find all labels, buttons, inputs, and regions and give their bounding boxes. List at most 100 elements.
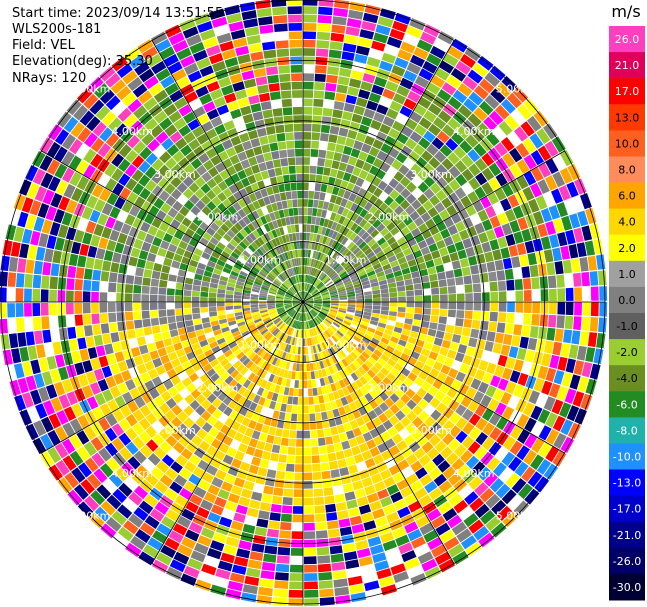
velocity-gate — [251, 311, 260, 316]
velocity-gate — [271, 0, 287, 7]
velocity-gate — [329, 460, 339, 470]
velocity-gate — [317, 15, 332, 24]
velocity-gate — [305, 302, 314, 306]
velocity-gate — [322, 306, 330, 309]
velocity-gate — [76, 175, 90, 191]
velocity-gate — [332, 570, 347, 580]
velocity-gate — [132, 436, 145, 450]
velocity-gate — [312, 319, 317, 327]
velocity-gate — [507, 131, 522, 147]
velocity-gate — [311, 123, 321, 133]
velocity-gate — [237, 53, 251, 65]
velocity-gate — [418, 68, 434, 81]
velocity-gate — [32, 303, 41, 317]
velocity-gate — [453, 268, 463, 278]
velocity-gate — [295, 346, 299, 355]
velocity-gate — [138, 551, 155, 566]
velocity-gate — [364, 201, 373, 212]
velocity-gate — [320, 288, 328, 293]
velocity-gate — [306, 284, 310, 292]
velocity-gate — [463, 98, 478, 113]
velocity-gate — [228, 21, 244, 32]
velocity-gate — [323, 340, 330, 349]
velocity-gate — [212, 409, 223, 420]
velocity-gate — [136, 363, 147, 375]
velocity-gate — [233, 302, 242, 306]
velocity-gate — [135, 529, 151, 544]
velocity-gate — [491, 499, 507, 515]
velocity-gate — [242, 310, 251, 315]
velocity-gate — [105, 132, 120, 147]
velocity-gate — [556, 274, 565, 288]
velocity-gate — [393, 171, 405, 182]
velocity-gate — [286, 140, 295, 149]
velocity-gate — [217, 310, 226, 316]
velocity-gate — [279, 192, 287, 201]
velocity-gate — [145, 412, 158, 425]
velocity-gate — [346, 499, 358, 510]
velocity-gate — [292, 267, 296, 276]
velocity-gate — [442, 53, 459, 67]
velocity-gate — [168, 110, 182, 124]
velocity-gate — [110, 79, 126, 94]
velocity-gate — [450, 212, 462, 224]
velocity-gate — [93, 223, 105, 237]
velocity-gate — [447, 286, 456, 294]
velocity-gate — [473, 292, 482, 302]
velocity-gate — [260, 170, 270, 180]
velocity-gate — [551, 399, 564, 415]
velocity-gate — [420, 246, 431, 256]
velocity-gate — [135, 126, 149, 140]
velocity-gate — [369, 544, 384, 555]
velocity-gate — [406, 307, 415, 314]
velocity-gate — [195, 329, 205, 337]
velocity-gate — [208, 306, 217, 312]
velocity-gate — [98, 355, 109, 368]
velocity-gate — [319, 217, 325, 227]
velocity-gate — [335, 143, 345, 154]
velocity-gate — [285, 293, 293, 298]
velocity-gate — [334, 416, 343, 426]
velocity-gate — [148, 205, 160, 217]
velocity-gate — [256, 518, 269, 528]
velocity-gate — [288, 31, 302, 40]
velocity-gate — [235, 413, 245, 424]
velocity-gate — [303, 123, 312, 132]
velocity-gate — [30, 230, 41, 246]
velocity-gate — [380, 431, 391, 442]
velocity-gate — [257, 180, 266, 190]
velocity-gate — [295, 284, 299, 292]
velocity-gate — [185, 151, 198, 163]
velocity-gate — [247, 392, 256, 402]
velocity-gate — [275, 246, 282, 255]
velocity-gate — [45, 384, 58, 399]
velocity-gate — [50, 192, 63, 208]
velocity-gate — [222, 454, 234, 465]
velocity-gate — [334, 252, 342, 261]
velocity-gate — [292, 302, 301, 305]
velocity-gate — [287, 396, 293, 405]
velocity-gate — [58, 196, 70, 211]
velocity-gate — [261, 315, 270, 320]
velocity-gate — [443, 357, 454, 368]
velocity-gate — [409, 131, 422, 143]
velocity-gate — [465, 455, 480, 469]
velocity-gate — [495, 483, 511, 499]
velocity-gate — [332, 345, 339, 353]
velocity-gate — [311, 446, 319, 455]
velocity-gate — [405, 284, 414, 291]
velocity-gate — [77, 414, 90, 429]
velocity-gate — [419, 522, 435, 536]
velocity-gate — [127, 76, 143, 91]
velocity-gate — [266, 333, 273, 341]
velocity-gate — [429, 368, 440, 379]
velocity-gate — [275, 304, 284, 307]
range-ring-label: 5.00km — [496, 510, 538, 523]
velocity-gate — [345, 430, 355, 440]
velocity-gate — [373, 76, 388, 88]
velocity-gate — [172, 150, 185, 163]
velocity-gate — [380, 469, 392, 480]
velocity-gate — [325, 256, 332, 265]
velocity-gate — [316, 546, 330, 556]
colorbar-cell — [609, 156, 645, 184]
